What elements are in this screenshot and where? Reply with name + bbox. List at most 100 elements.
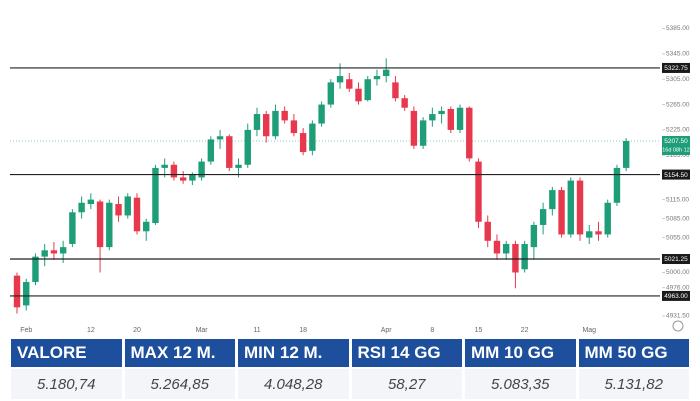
candle-body bbox=[115, 204, 122, 216]
header-cell: MM 50 GG bbox=[578, 339, 689, 367]
candle-body bbox=[161, 164, 168, 168]
chart: 5385.00 5345.00 5305.00 5265.00 5225.00 5185.… bbox=[10, 25, 690, 334]
candle-body bbox=[355, 88, 362, 102]
x-tick-label: Mag bbox=[582, 327, 596, 334]
candle-body bbox=[336, 76, 344, 83]
candle-body bbox=[401, 98, 408, 108]
candle-body bbox=[438, 110, 445, 115]
x-tick-label: 20 bbox=[133, 327, 141, 334]
candle-body bbox=[41, 250, 48, 257]
header-cell: MM 10 GG bbox=[465, 339, 576, 367]
x-tick-label: 15 bbox=[475, 327, 483, 334]
last-price-label: 5207.50 bbox=[664, 138, 688, 145]
candle-body bbox=[586, 231, 593, 238]
candle-body bbox=[50, 250, 58, 254]
candle-body bbox=[143, 221, 150, 232]
candle-body bbox=[179, 177, 187, 181]
level-label-box bbox=[662, 62, 690, 73]
candle-body bbox=[392, 82, 399, 99]
y-tick-label: 5000.00 bbox=[666, 269, 690, 276]
candle-body bbox=[170, 164, 178, 178]
candle-body bbox=[235, 164, 242, 168]
level-label: 5154.50 bbox=[664, 172, 688, 179]
y-tick-label: 5265.00 bbox=[666, 101, 690, 108]
x-tick-label: 18 bbox=[299, 327, 307, 334]
candle-body bbox=[364, 79, 371, 101]
value-cell: 5.131,82 bbox=[578, 369, 689, 399]
x-tick-label: 22 bbox=[521, 327, 529, 334]
candle-body bbox=[327, 82, 335, 105]
header-cell: MAX 12 M. bbox=[124, 339, 235, 367]
candle-body bbox=[512, 243, 519, 273]
candle-body bbox=[521, 243, 528, 270]
candle-body bbox=[567, 180, 574, 235]
candle-body bbox=[263, 114, 270, 137]
candle-body bbox=[346, 79, 353, 89]
value-cell: 5.083,35 bbox=[465, 369, 576, 399]
header-cell: RSI 14 GG bbox=[351, 339, 462, 367]
y-tick-label: 5185.00 bbox=[666, 152, 690, 159]
candle-body bbox=[272, 110, 279, 137]
candle-body bbox=[622, 140, 630, 168]
candle-body bbox=[595, 231, 602, 235]
candle-body bbox=[493, 240, 501, 254]
y-tick-label: 5225.00 bbox=[666, 127, 690, 134]
candle-body bbox=[309, 123, 316, 151]
candle-body bbox=[576, 180, 584, 235]
candle-body bbox=[152, 167, 159, 224]
candle-body bbox=[549, 190, 556, 210]
candle-body bbox=[78, 202, 85, 213]
candle-body bbox=[429, 114, 436, 121]
x-tick-label: Mar bbox=[196, 327, 209, 334]
candle-body bbox=[466, 107, 473, 159]
candle-body bbox=[373, 76, 381, 80]
level-label-box bbox=[662, 290, 690, 301]
candle-body bbox=[189, 174, 196, 181]
candle-body bbox=[447, 108, 455, 130]
value-cell: 4.048,28 bbox=[238, 369, 349, 399]
candle-body bbox=[613, 167, 621, 203]
level-label: 4963.00 bbox=[664, 293, 688, 300]
candle-body bbox=[32, 256, 39, 282]
candle-body bbox=[383, 69, 390, 77]
settings-icon[interactable] bbox=[672, 320, 684, 332]
candle-body bbox=[456, 107, 464, 130]
candle-body bbox=[281, 110, 288, 121]
candle-body bbox=[87, 199, 95, 205]
candle-body bbox=[244, 129, 251, 165]
candle-body bbox=[69, 212, 76, 244]
y-tick-label: 5305.00 bbox=[666, 76, 690, 83]
candle-body bbox=[558, 190, 565, 235]
candle-body bbox=[530, 224, 538, 248]
candle-body bbox=[198, 161, 205, 178]
y-tick-label: 5345.00 bbox=[666, 51, 690, 58]
stats-table: VALORE MAX 12 M. MIN 12 M. RSI 14 GG MM 10 G… bbox=[8, 337, 692, 401]
header-cell: VALORE bbox=[11, 339, 122, 367]
candle-body bbox=[419, 120, 427, 146]
candle-body bbox=[207, 139, 215, 162]
y-tick-label: 5085.00 bbox=[666, 215, 690, 222]
candle-body bbox=[124, 196, 131, 216]
candle-body bbox=[539, 209, 547, 225]
candle-body bbox=[23, 281, 30, 306]
y-tick-label: 4976.00 bbox=[666, 284, 690, 291]
countdown-label: 16d 08h 12 bbox=[662, 147, 690, 153]
candle-body bbox=[502, 243, 510, 254]
candle-body bbox=[475, 161, 482, 222]
level-label: 5322.75 bbox=[664, 65, 688, 72]
x-tick-label: 11 bbox=[253, 327, 260, 334]
candle-body bbox=[253, 114, 261, 130]
candle-body bbox=[290, 120, 298, 134]
candle-body bbox=[299, 133, 307, 153]
last-price-box bbox=[662, 135, 690, 155]
value-cell: 5.180,74 bbox=[11, 369, 122, 399]
candle-body bbox=[484, 221, 491, 241]
candle-body bbox=[133, 197, 141, 232]
candle-body bbox=[410, 110, 418, 146]
candle-body bbox=[59, 247, 67, 254]
level-label-box bbox=[662, 254, 690, 265]
candle-body bbox=[318, 104, 325, 124]
y-tick-label: 5385.00 bbox=[666, 25, 690, 32]
candle-body bbox=[96, 201, 104, 248]
